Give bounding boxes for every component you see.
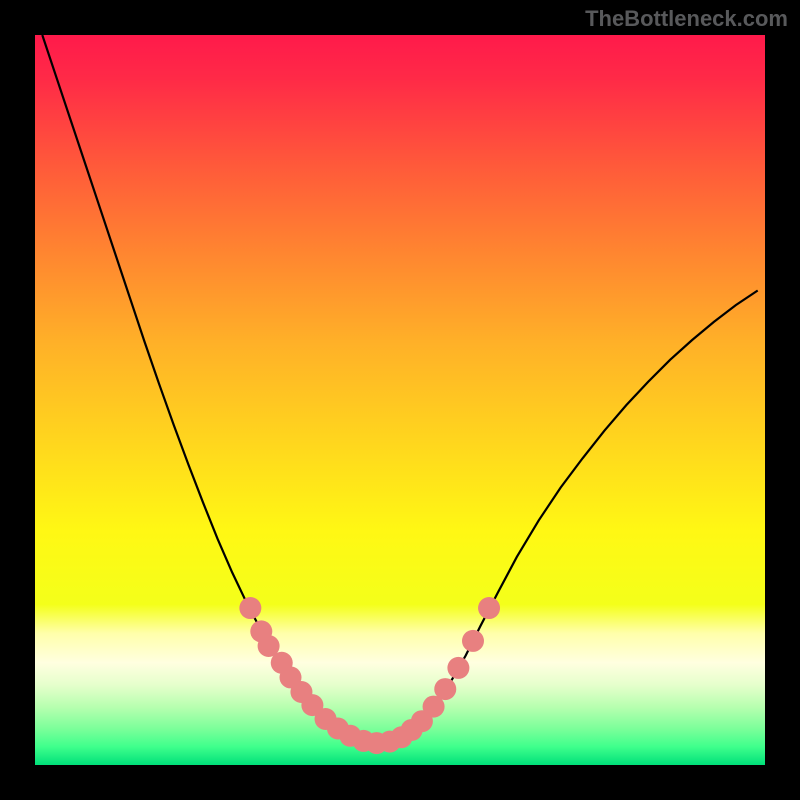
curve-marker xyxy=(478,597,500,619)
curve-marker xyxy=(434,678,456,700)
curve-markers xyxy=(239,597,500,754)
curve-marker xyxy=(239,597,261,619)
chart-frame: TheBottleneck.com xyxy=(0,0,800,800)
curve-marker xyxy=(462,630,484,652)
bottleneck-curve xyxy=(42,35,757,743)
plot-area xyxy=(35,35,765,765)
watermark-text: TheBottleneck.com xyxy=(585,6,788,32)
curve-layer xyxy=(35,35,765,765)
curve-marker xyxy=(447,657,469,679)
